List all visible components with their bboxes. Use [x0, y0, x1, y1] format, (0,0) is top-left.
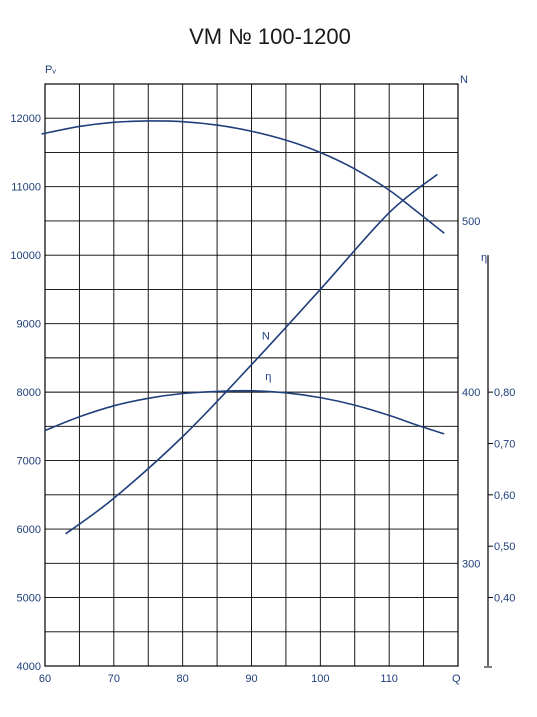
series-label-n: N	[262, 330, 270, 342]
y-axis-left: 4000 5000 6000 7000 8000 9000 10000 11000 12000	[10, 113, 41, 673]
y-tick-label: 5000	[17, 593, 41, 605]
x-tick-label: 80	[177, 673, 189, 685]
y-axis-label-pv: Pᵥ	[45, 64, 56, 76]
x-tick-label: 70	[108, 673, 120, 685]
series-n-line	[65, 173, 438, 535]
eta-tick-label: 0,80	[494, 387, 515, 399]
grid	[44, 83, 459, 667]
y-axis-right-n: 300 400 500	[462, 216, 480, 570]
x-tick-label: 100	[311, 673, 329, 685]
eta-tick-label: 0,70	[494, 438, 515, 450]
chart-title: VM № 100-1200	[189, 24, 351, 49]
y-tick-label: 4000	[17, 661, 41, 673]
x-axis: 60 70 80 90 100 110	[39, 673, 398, 685]
eta-tick-label: 0,60	[494, 490, 515, 502]
x-tick-label: 90	[245, 673, 257, 685]
y-tick-label: 10000	[10, 250, 41, 262]
series-eta-line	[44, 389, 445, 435]
eta-tick-label: 0,50	[494, 541, 515, 553]
y-tick-label: 12000	[10, 113, 41, 125]
y-axis-label-eta: η	[481, 252, 487, 264]
y-tick-label: 6000	[17, 524, 41, 536]
y-tick-label: 8000	[17, 387, 41, 399]
n-tick-label: 300	[462, 558, 480, 570]
series-pv-line	[41, 120, 445, 234]
y-axis-right-eta: 0,40 0,50 0,60 0,70 0,80	[484, 255, 515, 668]
x-tick-label: 110	[380, 673, 398, 685]
n-tick-label: 500	[462, 216, 480, 228]
n-tick-label: 400	[462, 387, 480, 399]
y-tick-label: 9000	[17, 319, 41, 331]
x-tick-label: 60	[39, 673, 51, 685]
y-axis-label-n: N	[460, 74, 468, 86]
curves: Nη	[41, 120, 445, 535]
x-axis-label-q: Q	[452, 673, 461, 685]
eta-tick-label: 0,40	[494, 593, 515, 605]
y-tick-label: 7000	[17, 456, 41, 468]
series-label-eta: η	[265, 371, 271, 383]
y-tick-label: 11000	[11, 182, 41, 194]
